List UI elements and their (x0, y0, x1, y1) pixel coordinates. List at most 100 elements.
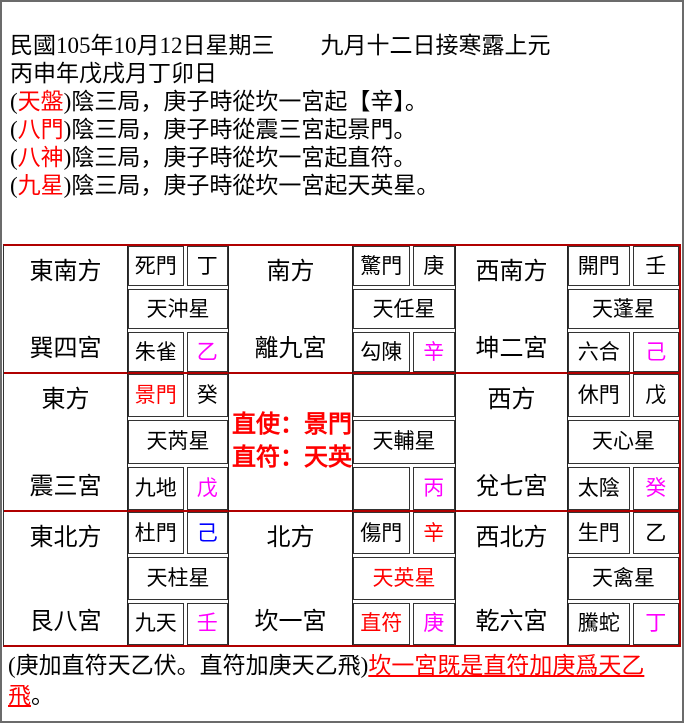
deity-cell: 太陰 (568, 466, 630, 510)
star-cell: 天任星 (353, 289, 455, 329)
direction-label: 東南方 (29, 259, 102, 285)
star-cell: 天芮星 (128, 420, 228, 464)
qimen-grid: 東南方 巽四宮 死門丁 天沖星 朱雀乙 南方 離九宮 驚門庚 天任星 勾陳辛 西… (3, 244, 681, 647)
direction-label: 北方 (266, 525, 315, 551)
palace-detail-dui7: 休門戊 天心星 太陰癸 (568, 374, 679, 512)
palace-name-label: 巽四宮 (29, 336, 102, 362)
paren-close: ) (63, 173, 72, 198)
direction-label: 東方 (41, 387, 90, 413)
footer-note: (庚加直符天乙伏。直符加庚天乙飛)坎一宮既是直符加庚爲天乙飛。 (2, 647, 682, 711)
door-cell: 死門 (128, 246, 184, 286)
palace-label-gen8: 東北方 艮八宮 (4, 512, 128, 645)
heaven-stem-cell: 乙 (632, 512, 679, 555)
entry-tag: 九星 (17, 173, 64, 198)
paren-close: ) (63, 117, 72, 142)
footer-black-text: (庚加直符天乙伏。直符加庚天乙飛) (8, 653, 369, 678)
palace-detail-li9: 驚門庚 天任星 勾陳辛 (353, 246, 456, 374)
palace-name-label: 離九宮 (254, 336, 327, 362)
direction-label: 西北方 (475, 525, 548, 551)
earth-stem-cell: 戊 (186, 466, 228, 510)
paren-open: ( (10, 173, 18, 198)
entry-text: 陰三局，庚子時從坎一宮起【辛】。 (71, 89, 428, 114)
star-cell: 天心星 (568, 420, 679, 464)
deity-cell-empty (353, 466, 410, 510)
heaven-stem-cell: 庚 (412, 246, 455, 286)
footer-period: 。 (31, 683, 54, 708)
heaven-stem-cell: 丁 (186, 246, 228, 286)
earth-stem-cell: 己 (632, 332, 679, 372)
direction-label: 西方 (487, 387, 536, 413)
duty-star-line: 直符：天英 (232, 445, 352, 471)
palace-label-li9: 南方 離九宮 (229, 246, 353, 374)
duty-door-line: 直使：景門 (232, 412, 352, 438)
deity-cell: 六合 (568, 332, 630, 372)
paren-close: ) (63, 145, 72, 170)
door-cell: 休門 (568, 374, 630, 418)
paren-open: ( (10, 117, 18, 142)
entry-tag: 八門 (17, 117, 64, 142)
earth-stem-cell: 庚 (412, 602, 455, 645)
star-cell: 天禽星 (568, 557, 679, 600)
paren-open: ( (10, 145, 18, 170)
header-entry-jiuxing: (九星)陰三局，庚子時從坎一宮起天英星。 (10, 172, 682, 200)
earth-stem-cell: 丙 (412, 466, 455, 510)
deity-cell: 九地 (128, 466, 184, 510)
door-cell: 傷門 (353, 512, 410, 555)
direction-label: 西南方 (475, 259, 548, 285)
earth-stem-cell: 壬 (186, 602, 228, 645)
palace-detail-kun2: 開門壬 天蓬星 六合己 (568, 246, 679, 374)
star-cell: 天輔星 (353, 420, 455, 464)
palace-name-label: 艮八宮 (29, 609, 102, 635)
heaven-stem-cell: 辛 (412, 512, 455, 555)
door-cell: 生門 (568, 512, 630, 555)
palace-label-kun2: 西南方 坤二宮 (456, 246, 568, 374)
direction-label: 南方 (266, 259, 315, 285)
earth-stem-cell: 丁 (632, 602, 679, 645)
door-cell: 開門 (568, 246, 630, 286)
palace-detail-kan1: 傷門辛 天英星 直符庚 (353, 512, 456, 645)
palace-detail-qian6: 生門乙 天禽星 騰蛇丁 (568, 512, 679, 645)
door-cell: 驚門 (353, 246, 410, 286)
date-line: 民國105年10月12日星期三 九月十二日接寒露上元 (10, 33, 551, 58)
door-cell: 景門 (128, 374, 184, 418)
palace-name-label: 坤二宮 (475, 336, 548, 362)
entry-text: 陰三局，庚子時從震三宮起景門。 (71, 117, 417, 142)
earth-stem-cell: 辛 (412, 332, 455, 372)
entry-tag: 天盤 (17, 89, 64, 114)
footer-red-underlined-text: 坎一宮既是直符加庚爲天乙飛 (8, 653, 645, 708)
heaven-stem-cell: 壬 (632, 246, 679, 286)
paren-close: ) (63, 89, 72, 114)
palace-detail-center5: 天輔星 丙 (353, 374, 456, 512)
deity-cell: 直符 (353, 602, 410, 645)
palace-name-label: 兌七宮 (475, 474, 548, 500)
header-entry-bashen: (八神)陰三局，庚子時從坎一宮起直符。 (10, 144, 682, 172)
palace-label-xun4: 東南方 巽四宮 (4, 246, 128, 374)
entry-text: 陰三局，庚子時從坎一宮起天英星。 (71, 173, 440, 198)
palace-detail-gen8: 杜門己 天柱星 九天壬 (128, 512, 229, 645)
palace-label-qian6: 西北方 乾六宮 (456, 512, 568, 645)
star-cell: 天英星 (353, 557, 455, 600)
palace-name-label: 乾六宮 (475, 609, 548, 635)
header-block: 民國105年10月12日星期三 九月十二日接寒露上元 丙申年戊戌月丁卯日 (天盤… (2, 2, 682, 200)
heaven-stem-cell: 戊 (632, 374, 679, 418)
star-cell: 天沖星 (128, 289, 228, 329)
deity-cell: 朱雀 (128, 332, 184, 372)
palace-detail-zhen3: 景門癸 天芮星 九地戊 (128, 374, 229, 512)
palace-detail-xun4: 死門丁 天沖星 朱雀乙 (128, 246, 229, 374)
direction-label: 東北方 (29, 525, 102, 551)
header-entry-tianpan: (天盤)陰三局，庚子時從坎一宮起【辛】。 (10, 88, 682, 116)
heaven-stem-cell: 癸 (186, 374, 228, 418)
star-cell: 天蓬星 (568, 289, 679, 329)
deity-cell: 勾陳 (353, 332, 410, 372)
earth-stem-cell: 癸 (632, 466, 679, 510)
star-cell: 天柱星 (128, 557, 228, 600)
palace-name-label: 坎一宮 (254, 609, 327, 635)
entry-tag: 八神 (17, 145, 64, 170)
deity-cell: 九天 (128, 602, 184, 645)
palace-name-label: 震三宮 (29, 474, 102, 500)
entry-text: 陰三局，庚子時從坎一宮起直符。 (71, 145, 417, 170)
earth-stem-cell: 乙 (186, 332, 228, 372)
palace-label-dui7: 西方 兌七宮 (456, 374, 568, 512)
ganzhi-line: 丙申年戊戌月丁卯日 (10, 61, 217, 86)
